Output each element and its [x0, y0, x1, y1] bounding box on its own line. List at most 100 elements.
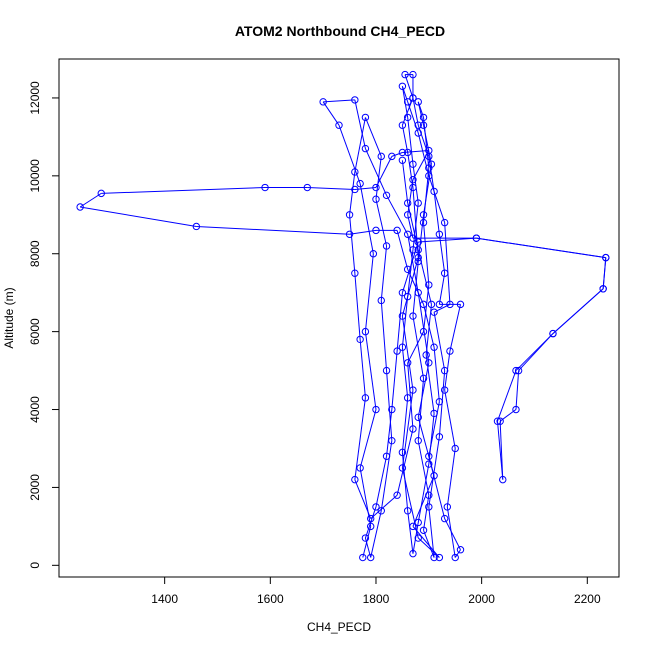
series-segment	[354, 397, 366, 480]
data-point	[419, 218, 428, 227]
x-tick-label: 2000	[468, 592, 495, 606]
data-point	[414, 246, 422, 254]
data-point	[398, 288, 407, 297]
data-point	[425, 164, 433, 172]
data-point	[443, 503, 452, 511]
data-point	[414, 129, 422, 137]
data-point	[361, 327, 370, 336]
data-point	[351, 269, 359, 277]
series-segment	[499, 421, 504, 480]
series-segment	[423, 284, 430, 332]
data-point	[440, 218, 449, 227]
data-point	[351, 96, 359, 104]
data-point	[435, 433, 444, 441]
series-segment	[364, 253, 374, 332]
series-segment	[370, 510, 382, 558]
data-point	[393, 491, 401, 499]
data-point	[514, 366, 523, 375]
series-segment	[412, 315, 425, 379]
data-point	[430, 308, 438, 316]
series-segment	[375, 456, 388, 507]
data-point	[388, 152, 396, 161]
data-point	[512, 405, 520, 414]
y-tick-label: 10000	[28, 159, 42, 193]
series-segment	[359, 183, 374, 254]
series-segment	[375, 199, 388, 247]
data-point	[419, 300, 428, 309]
series-segment	[401, 296, 409, 348]
data-point	[377, 296, 385, 305]
series-segment	[407, 249, 414, 297]
data-point	[414, 436, 422, 445]
chart-title: ATOM2 Northbound CH4_PECD	[235, 23, 445, 39]
series-segment	[425, 354, 435, 414]
data-point	[372, 183, 380, 192]
data-point	[419, 211, 428, 219]
data-point	[414, 288, 422, 297]
y-tick-label: 12000	[28, 81, 42, 115]
data-point	[425, 152, 433, 161]
data-point	[430, 553, 438, 562]
series-segment	[404, 74, 414, 99]
data-point	[403, 265, 412, 274]
data-point	[361, 144, 370, 153]
series-segment	[380, 245, 388, 301]
data-point	[427, 160, 436, 168]
data-point	[409, 312, 417, 320]
data-point	[403, 394, 412, 402]
data-point	[425, 172, 433, 180]
data-point	[403, 292, 412, 301]
data-point	[451, 444, 459, 453]
series-segment	[396, 292, 403, 352]
data-point	[409, 94, 417, 102]
series-segment	[412, 261, 419, 317]
data-point	[456, 300, 465, 309]
data-point	[351, 475, 359, 484]
data-point	[398, 121, 407, 129]
data-point	[602, 253, 610, 262]
data-point	[435, 398, 444, 406]
data-point	[97, 189, 105, 198]
series-segment	[428, 413, 435, 465]
series-segment	[396, 230, 409, 270]
data-point	[440, 514, 449, 523]
data-point	[403, 211, 412, 219]
data-point	[440, 366, 449, 375]
data-point	[409, 425, 417, 433]
data-point	[345, 230, 354, 238]
data-point	[425, 281, 433, 289]
data-point	[409, 70, 417, 79]
data-point	[456, 546, 465, 554]
data-point	[409, 549, 417, 558]
series-segment	[552, 288, 604, 334]
data-point	[372, 195, 380, 203]
series-segment	[412, 164, 419, 204]
data-point	[414, 518, 422, 527]
series-segment	[402, 150, 429, 153]
data-point	[409, 183, 417, 192]
series-segment	[444, 351, 451, 391]
data-point	[398, 82, 407, 90]
data-point	[369, 250, 378, 258]
data-point	[398, 156, 407, 164]
data-point	[414, 253, 422, 262]
y-tick-label: 6000	[28, 318, 42, 345]
data-point	[366, 522, 375, 531]
data-point	[403, 98, 412, 106]
series-segment	[428, 506, 435, 558]
data-point	[414, 534, 422, 542]
data-point	[493, 417, 502, 425]
data-point	[361, 113, 370, 122]
y-tick-label: 8000	[28, 240, 42, 267]
data-point	[366, 553, 375, 562]
data-point	[345, 211, 354, 219]
data-point	[414, 257, 422, 266]
data-point	[356, 335, 364, 344]
series-segment	[349, 229, 377, 235]
data-point	[403, 359, 412, 367]
series-segment	[386, 195, 409, 235]
x-tick-label: 1600	[257, 592, 284, 606]
data-point	[382, 242, 391, 250]
data-point	[512, 366, 520, 375]
